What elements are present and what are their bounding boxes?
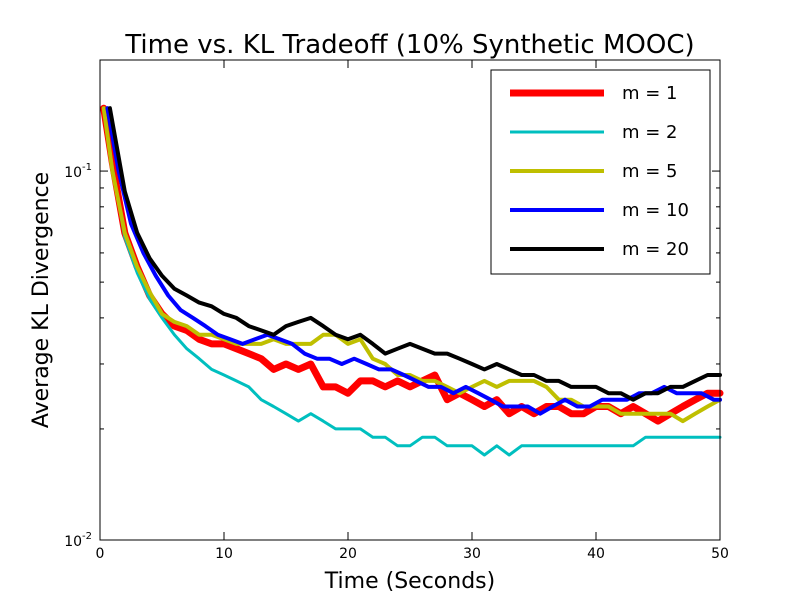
legend-label: m = 20: [622, 239, 689, 260]
x-tick-label: 10: [215, 546, 233, 562]
x-axis-label: Time (Seconds): [324, 569, 495, 594]
chart-title: Time vs. KL Tradeoff (10% Synthetic MOOC…: [124, 30, 694, 60]
legend-label: m = 1: [622, 83, 678, 104]
legend-label: m = 10: [622, 200, 689, 221]
ticks-layer: 0 10 20 30 40 50 10-1 10-2: [64, 59, 729, 562]
x-tick-label: 40: [587, 546, 605, 562]
x-tick-label: 30: [463, 546, 481, 562]
series-line-3: [101, 106, 722, 424]
x-tick-label: 0: [96, 546, 105, 562]
series-line-4: [105, 106, 722, 416]
series-line-5: [107, 106, 722, 402]
y-axis-label: Average KL Divergence: [29, 172, 54, 428]
x-tick-label: 20: [339, 546, 357, 562]
legend: m = 1 m = 2 m = 5 m = 10 m = 20: [490, 69, 711, 275]
legend-label: m = 2: [622, 122, 678, 143]
plot-frame: [99, 59, 721, 541]
series-line-2: [102, 106, 722, 457]
y-tick-label: 10-1: [64, 162, 92, 181]
x-tick-label: 50: [711, 546, 729, 562]
y-tick-label: 10-2: [64, 531, 92, 550]
legend-label: m = 5: [622, 161, 678, 182]
series-layer: [100, 104, 724, 457]
